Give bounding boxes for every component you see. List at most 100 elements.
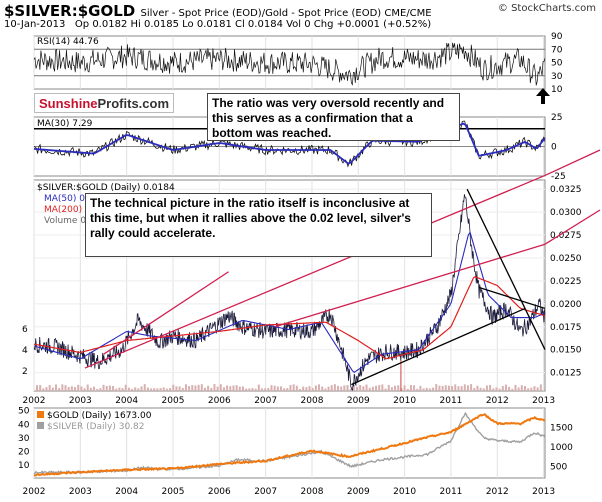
volume-bar [64, 385, 67, 391]
gold-silver-x-tick-label: 2008 [301, 487, 324, 497]
volume-bar [473, 388, 476, 391]
volume-bar [89, 387, 92, 391]
volume-bar [146, 387, 149, 391]
volume-bar [80, 386, 83, 391]
trendline-red-extension [544, 149, 601, 177]
volume-bar [159, 388, 162, 391]
volume-bar [441, 385, 444, 391]
gold-silver-right-tick-label: 1500 [550, 423, 573, 433]
gold-legend: $GOLD (Daily) 1673.00 [47, 411, 152, 421]
volume-bar [508, 386, 511, 391]
volume-bar [74, 387, 77, 391]
ratio-x-tick-label: 2003 [69, 396, 92, 406]
volume-bar [438, 385, 441, 391]
volume-bar [413, 385, 416, 391]
volume-bar [222, 387, 225, 391]
volume-bar [292, 384, 295, 391]
ratio-legend-volume: Volume 0 [44, 216, 86, 226]
silver-legend: $SILVER (Daily) 30.82 [47, 422, 145, 432]
volume-bar [530, 387, 533, 391]
gold-silver-x-tick-label: 2010 [393, 487, 416, 497]
ratio-x-tick-label: 2006 [208, 396, 231, 406]
volume-bar [454, 384, 457, 391]
ratio-tick-label: 0.0325 [550, 185, 582, 195]
volume-bar [457, 386, 460, 391]
ratio-tick-label: 0.0250 [550, 254, 582, 264]
ratio-legend-ma200: MA(200) [44, 205, 82, 215]
volume-bar [511, 388, 514, 391]
volume-bar [375, 385, 378, 391]
volume-bar [387, 384, 390, 391]
volume-bar [514, 384, 517, 391]
gold-silver-x-tick-label: 2003 [69, 487, 92, 497]
gold-silver-left-tick-label: 40 [18, 420, 30, 430]
volume-bar [48, 385, 51, 391]
volume-bar [321, 386, 324, 391]
chart-ohlc: Op 0.0182 Hi 0.0185 Lo 0.0181 Cl 0.0184 … [74, 19, 432, 30]
volume-bar [267, 387, 270, 391]
volume-bar [219, 384, 222, 391]
volume-bar [153, 388, 156, 391]
volume-bar [108, 385, 111, 391]
volume-bar [86, 384, 89, 391]
gold-silver-x-tick-label: 2012 [486, 487, 509, 497]
volume-bar [352, 385, 355, 391]
rsi-annotation: The ratio was very oversold recently and… [207, 93, 460, 141]
trendline-red-extension [544, 209, 601, 245]
rsi-tick-label: 10 [551, 85, 563, 95]
volume-bar [539, 384, 542, 391]
volume-bar [194, 385, 197, 391]
volume-bar [178, 386, 181, 391]
volume-bar [378, 385, 381, 391]
volume-bar [55, 384, 58, 391]
volume-bar [406, 388, 409, 391]
volume-bar [131, 388, 134, 391]
volume-bar [365, 384, 368, 391]
volume-bar [466, 385, 469, 391]
gold-series-line [33, 412, 546, 477]
volume-bar [428, 388, 431, 391]
volume-bar [188, 386, 191, 391]
ratio-left-tick-label: 4 [22, 346, 28, 356]
volume-bar [96, 388, 99, 391]
volume-bar [226, 385, 229, 391]
volume-bar [162, 387, 165, 391]
gold-silver-right-tick-label: 1000 [550, 443, 573, 453]
volume-bar [245, 388, 248, 391]
volume-bar [39, 385, 42, 391]
volume-bar [384, 388, 387, 391]
volume-bar [333, 384, 336, 391]
volume-bar [77, 384, 80, 391]
sunshine-profits-logo: SunshineProfits.com [34, 93, 174, 113]
volume-bar [200, 384, 203, 391]
volume-bar [302, 386, 305, 391]
volume-bar [536, 387, 539, 391]
volume-bar [137, 388, 140, 391]
oscillator-legend: MA(30) 7.29 [37, 119, 93, 129]
volume-bar [257, 384, 260, 391]
volume-bar [248, 388, 251, 391]
volume-bar [419, 385, 422, 391]
volume-bar [140, 386, 143, 391]
ratio-tick-label: 0.0125 [550, 369, 582, 379]
volume-bar [422, 388, 425, 391]
volume-bar [127, 387, 130, 391]
ratio-x-tick-label: 2002 [23, 396, 46, 406]
volume-bar [533, 386, 536, 391]
volume-bar [184, 384, 187, 391]
rsi-tick-label: 70 [551, 45, 563, 55]
volume-bar [330, 385, 333, 391]
volume-bar [397, 385, 400, 391]
ratio-x-tick-label: 2013 [532, 396, 555, 406]
volume-bar [61, 384, 64, 391]
volume-bar [403, 385, 406, 391]
volume-bar [479, 387, 482, 391]
volume-bar [343, 385, 346, 391]
volume-bar [251, 388, 254, 391]
volume-bar [501, 385, 504, 391]
volume-bar [203, 387, 206, 391]
volume-bar [102, 384, 105, 391]
volume-bar [444, 385, 447, 391]
ratio-x-tick-label: 2010 [393, 396, 416, 406]
